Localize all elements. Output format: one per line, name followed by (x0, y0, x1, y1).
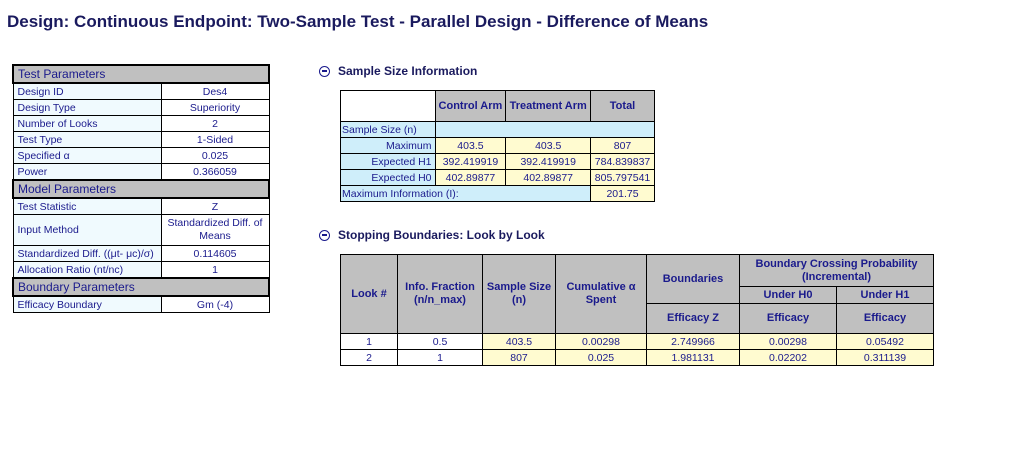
param-value: 1 (160, 261, 270, 279)
param-label: Specified α (12, 147, 162, 164)
param-label: Input Method (12, 214, 162, 246)
sample-size-section-header[interactable]: Sample Size Information (319, 64, 477, 78)
param-value: 1-Sided (160, 131, 270, 148)
row-label: Maximum (340, 137, 436, 154)
cell-total: 805.797541 (590, 169, 655, 186)
cell-total: 807 (590, 137, 655, 154)
section-header-test-parameters: Test Parameters (12, 64, 270, 84)
param-label: Design Type (12, 99, 162, 116)
collapse-icon[interactable] (319, 229, 330, 241)
blank-cell (434, 121, 656, 138)
cell-efficacy-z: 2.749966 (646, 333, 740, 350)
param-row: Design ID Des4 (12, 82, 270, 100)
param-value: 0.025 (160, 147, 270, 164)
cell-control: 402.89877 (434, 169, 507, 186)
row-label: Expected H1 (340, 153, 436, 170)
param-value: Z (160, 197, 270, 215)
param-value: 2 (160, 115, 270, 132)
param-value: Gm (-4) (160, 295, 270, 313)
cell-control: 403.5 (434, 137, 507, 154)
param-row: Specified α 0.025 (12, 147, 270, 164)
header-under-h1: Under H1 (836, 286, 934, 304)
header-control-arm: Control Arm (434, 90, 507, 122)
param-label: Standardized Diff. ((μt- μc)/σ) (12, 245, 162, 262)
header-total: Total (590, 90, 655, 122)
param-label: Efficacy Boundary (12, 295, 162, 313)
param-label: Test Statistic (12, 197, 162, 215)
collapse-icon[interactable] (319, 65, 330, 77)
header-look: Look # (340, 254, 398, 334)
param-label: Allocation Ratio (nt/nc) (12, 261, 162, 279)
header-boundary-crossing-probability: Boundary Crossing Probability (Increment… (739, 254, 934, 287)
row-label: Expected H0 (340, 169, 436, 186)
param-row: Input Method Standardized Diff. of Means (12, 214, 270, 246)
sample-size-table: Control Arm Treatment Arm Total Sample S… (339, 90, 656, 202)
param-row: Efficacy Boundary Gm (-4) (12, 295, 270, 313)
param-value: Superiority (160, 99, 270, 116)
section-header-boundary-parameters: Boundary Parameters (12, 277, 270, 297)
param-value: 0.114605 (160, 245, 270, 262)
sample-size-label: Sample Size (n) (340, 121, 436, 138)
table-row: Maximum Information (I): 201.75 (339, 185, 655, 202)
cell-info-fraction: 1 (397, 349, 483, 366)
max-info-value: 201.75 (590, 185, 655, 202)
param-row: Test Type 1-Sided (12, 131, 270, 148)
param-row: Test Statistic Z (12, 197, 270, 215)
max-info-label: Maximum Information (I): (339, 185, 592, 202)
table-row: 1 0.5 403.5 0.00298 2.749966 0.00298 0.0… (340, 333, 934, 350)
section-header-model-parameters: Model Parameters (12, 179, 270, 199)
header-blank (340, 90, 436, 122)
stopping-boundaries-heading: Stopping Boundaries: Look by Look (338, 228, 545, 242)
cell-h0-efficacy: 0.00298 (739, 333, 837, 350)
table-row: 2 1 807 0.025 1.981131 0.02202 0.311139 (340, 349, 934, 366)
cell-treatment: 392.419919 (505, 153, 592, 170)
header-info-fraction: Info. Fraction (n/n_max) (397, 254, 483, 334)
header-efficacy-z: Efficacy Z (646, 303, 740, 334)
param-row: Design Type Superiority (12, 99, 270, 116)
param-label: Number of Looks (12, 115, 162, 132)
table-row: Maximum 403.5 403.5 807 (340, 137, 655, 154)
header-cumulative-alpha: Cumulative α Spent (555, 254, 647, 334)
cell-sample-size: 403.5 (482, 333, 556, 350)
cell-efficacy-z: 1.981131 (646, 349, 740, 366)
param-value: Standardized Diff. of Means (160, 214, 270, 246)
header-efficacy-h1: Efficacy (836, 303, 934, 334)
page-title: Design: Continuous Endpoint: Two-Sample … (7, 12, 709, 31)
parameters-table: Test Parameters Design ID Des4 Design Typ… (12, 64, 270, 313)
param-row: Power 0.366059 (12, 163, 270, 181)
cell-control: 392.419919 (434, 153, 507, 170)
cell-treatment: 403.5 (505, 137, 592, 154)
cell-h1-efficacy: 0.05492 (836, 333, 934, 350)
stopping-boundaries-table: Look # Info. Fraction (n/n_max) Sample S… (340, 254, 934, 366)
table-row: Expected H0 402.89877 402.89877 805.7975… (340, 169, 655, 186)
cell-h1-efficacy: 0.311139 (836, 349, 934, 366)
header-under-h0: Under H0 (739, 286, 837, 304)
param-label: Test Type (12, 131, 162, 148)
cell-info-fraction: 0.5 (397, 333, 483, 350)
cell-total: 784.839837 (590, 153, 655, 170)
header-boundaries: Boundaries (646, 254, 740, 304)
param-row: Allocation Ratio (nt/nc) 1 (12, 261, 270, 279)
cell-look: 1 (340, 333, 398, 350)
header-efficacy-h0: Efficacy (739, 303, 837, 334)
param-row: Standardized Diff. ((μt- μc)/σ) 0.114605 (12, 245, 270, 262)
cell-h0-efficacy: 0.02202 (739, 349, 837, 366)
cell-cumulative-alpha: 0.025 (555, 349, 647, 366)
param-label: Design ID (12, 82, 162, 100)
param-value: 0.366059 (160, 163, 270, 181)
cell-treatment: 402.89877 (505, 169, 592, 186)
cell-sample-size: 807 (482, 349, 556, 366)
stopping-boundaries-section-header[interactable]: Stopping Boundaries: Look by Look (319, 228, 545, 242)
header-sample-size: Sample Size (n) (482, 254, 556, 334)
param-label: Power (12, 163, 162, 181)
param-row: Number of Looks 2 (12, 115, 270, 132)
table-row: Expected H1 392.419919 392.419919 784.83… (340, 153, 655, 170)
header-treatment-arm: Treatment Arm (505, 90, 592, 122)
cell-look: 2 (340, 349, 398, 366)
param-value: Des4 (160, 82, 270, 100)
sample-size-heading: Sample Size Information (338, 64, 478, 78)
cell-cumulative-alpha: 0.00298 (555, 333, 647, 350)
